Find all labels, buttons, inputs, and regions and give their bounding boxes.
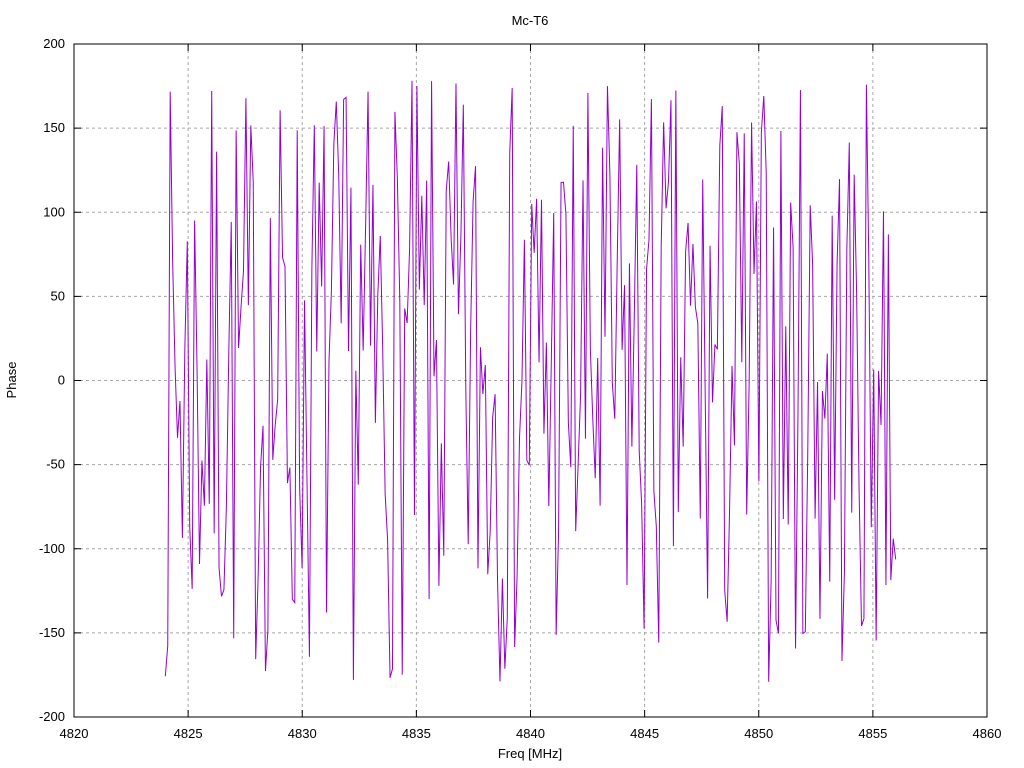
x-tick-label: 4835 (402, 726, 431, 741)
x-tick-label: 4845 (630, 726, 659, 741)
x-tick-label: 4830 (288, 726, 317, 741)
y-tick-label: 50 (51, 288, 65, 303)
x-tick-label: 4860 (973, 726, 1002, 741)
x-tick-label: 4855 (858, 726, 887, 741)
x-tick-label: 4850 (744, 726, 773, 741)
x-tick-label: 4840 (516, 726, 545, 741)
phase-trace (164, 80, 897, 682)
x-tick-label: 4825 (174, 726, 203, 741)
y-axis-title: Phase (4, 362, 19, 399)
y-tick-label: 0 (58, 373, 65, 388)
y-tick-label: -100 (39, 541, 65, 556)
y-tick-label: -200 (39, 709, 65, 724)
chart-title: Mc-T6 (512, 13, 549, 28)
x-tick-label: 4820 (60, 726, 89, 741)
y-tick-label: -50 (46, 457, 65, 472)
y-tick-label: -150 (39, 625, 65, 640)
x-tick-labels: 4820 4825 4830 4835 4840 4845 4850 4855 4860 (60, 726, 1002, 741)
y-tick-label: 100 (43, 204, 65, 219)
y-tick-label: 200 (43, 36, 65, 51)
y-tick-labels: -200 -150 -100 -50 0 50 100 150 200 (39, 36, 65, 724)
axis-tick-marks (73, 43, 988, 718)
y-tick-label: 150 (43, 120, 65, 135)
x-axis-title: Freq [MHz] (498, 746, 562, 761)
